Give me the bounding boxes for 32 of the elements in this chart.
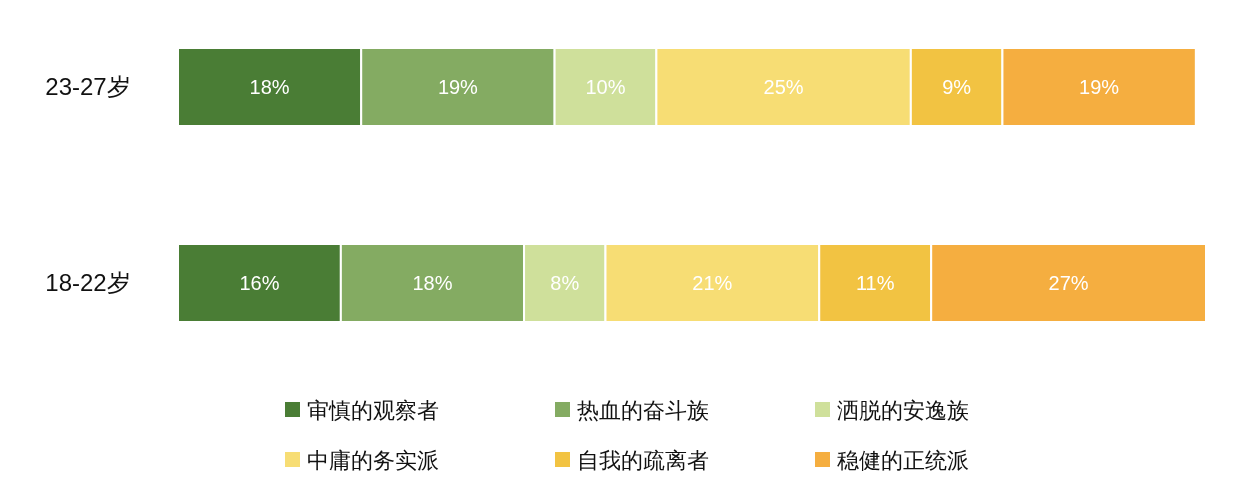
data-label: 25%	[763, 76, 804, 98]
data-label: 10%	[585, 76, 626, 98]
bar: 10%	[553, 47, 658, 127]
data-label: 8%	[550, 272, 580, 294]
data-label: 21%	[692, 272, 733, 294]
bar: 19%	[1001, 47, 1197, 127]
data-label: 11%	[855, 272, 895, 294]
y-tick-label: 18-22岁	[45, 269, 131, 296]
bar: 25%	[655, 47, 912, 127]
bar: 9%	[909, 47, 1004, 127]
bar: 11%	[818, 243, 933, 323]
data-label: 27%	[1048, 272, 1089, 294]
bar: 8%	[523, 243, 607, 323]
legend-item: 稳健的正统派	[815, 448, 969, 473]
y-tick-label: 23-27岁	[45, 73, 131, 100]
data-label: 19%	[1079, 76, 1120, 98]
bar: 18%	[177, 47, 363, 127]
data-label: 16%	[239, 272, 280, 294]
legend-item: 中庸的务实派	[285, 448, 439, 473]
legend-item: 审慎的观察者	[285, 398, 439, 423]
bar: 18%	[339, 243, 526, 323]
data-label: 18%	[249, 76, 290, 98]
legend-item: 洒脱的安逸族	[815, 398, 969, 423]
bar: 21%	[604, 243, 821, 323]
bar: 27%	[930, 243, 1207, 323]
bar: 19%	[360, 47, 556, 127]
data-label: 9%	[942, 76, 972, 98]
legend-item: 自我的疏离者	[555, 448, 709, 473]
data-label: 19%	[437, 76, 479, 98]
legend-item: 热血的奋斗族	[555, 398, 709, 423]
data-label: 18%	[412, 272, 453, 294]
bar: 16%	[177, 243, 342, 323]
